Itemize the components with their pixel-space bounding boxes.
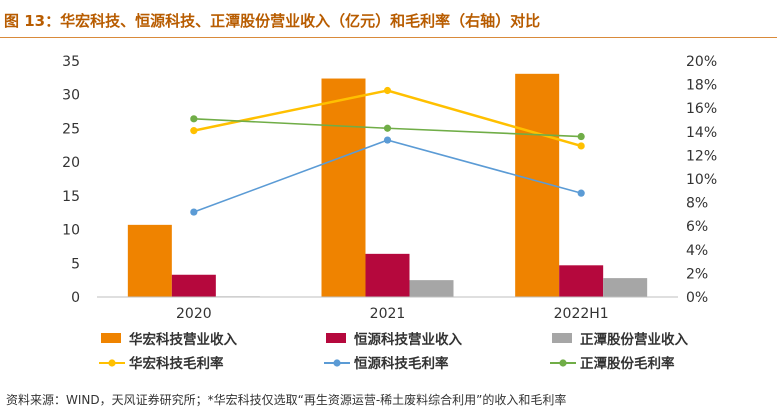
bar-hengyuan-revenue-2021: [365, 253, 410, 297]
bar-hengyuan-revenue-2022h1: [559, 265, 604, 297]
right-axis-tick-label: 12%: [686, 148, 717, 164]
point-hengyuan-margin-2022h1: [577, 189, 585, 197]
x-axis-tick-label: 2020: [176, 306, 212, 322]
left-axis-tick-label: 25: [62, 121, 80, 137]
point-zhengtan-margin-2020: [190, 115, 198, 123]
legend-marker-huahong-margin: [108, 359, 116, 367]
figure-title: 图 13：华宏科技、恒源科技、正潭股份营业收入（亿元）和毛利率（右轴）对比: [4, 12, 541, 30]
legend-label-zhengtan-margin: 正潭股份毛利率: [580, 355, 675, 372]
point-huahong-margin-2022h1: [577, 142, 585, 150]
legend-label-hengyuan-revenue: 恒源科技营业收入: [354, 331, 462, 348]
left-axis-tick-label: 15: [62, 189, 80, 205]
right-axis-tick-label: 10%: [686, 172, 717, 188]
right-axis-tick-label: 0%: [686, 290, 708, 306]
right-axis-tick-label: 2%: [686, 266, 708, 282]
bar-huahong-revenue-2021: [321, 78, 366, 297]
x-axis-tick-label: 2022H1: [554, 306, 609, 322]
legend-marker-zhengtan-margin: [559, 359, 567, 367]
point-zhengtan-margin-2022h1: [577, 132, 585, 141]
right-axis-tick-label: 18%: [686, 78, 717, 94]
left-axis-tick-label: 35: [62, 54, 80, 70]
right-axis-tick-label: 16%: [686, 101, 717, 117]
legend-label-huahong-revenue: 华宏科技营业收入: [129, 331, 237, 348]
left-axis-tick-label: 30: [62, 88, 80, 104]
legend-swatch-zhengtan-revenue: [552, 333, 572, 343]
legend-label-zhengtan-revenue: 正潭股份营业收入: [580, 331, 688, 348]
title-divider: [0, 37, 777, 38]
right-axis-tick-label: 14%: [686, 125, 717, 141]
legend-swatch-huahong-revenue: [101, 333, 121, 343]
right-axis-tick-label: 4%: [686, 243, 708, 259]
point-hengyuan-margin-2020: [190, 208, 198, 216]
left-axis-tick-label: 5: [71, 256, 80, 272]
bar-zhengtan-revenue-2022h1: [603, 278, 648, 297]
x-axis-tick-label: 2021: [370, 306, 406, 322]
legend-swatch-hengyuan-revenue: [326, 333, 346, 343]
bar-huahong-revenue-2020: [127, 224, 172, 297]
left-axis-tick-label: 20: [62, 155, 80, 171]
point-zhengtan-margin-2021: [383, 124, 392, 132]
figure-source: 资料来源：WIND，天风证券研究所；*华宏科技仅选取“再生资源运营-稀土废料综合…: [6, 393, 567, 407]
legend-label-hengyuan-margin: 恒源科技毛利率: [354, 355, 449, 372]
right-axis-tick-label: 6%: [686, 219, 708, 235]
figure-header: 图 13：华宏科技、恒源科技、正潭股份营业收入（亿元）和毛利率（右轴）对比: [0, 0, 777, 38]
legend-label-huahong-margin: 华宏科技毛利率: [129, 355, 224, 372]
point-huahong-margin-2021: [383, 86, 392, 95]
right-axis-tick-label: 8%: [686, 196, 708, 212]
legend-marker-hengyuan-margin: [333, 359, 341, 367]
bar-hengyuan-revenue-2020: [171, 274, 216, 297]
point-hengyuan-margin-2021: [383, 136, 392, 144]
bar-zhengtan-revenue-2021: [409, 280, 454, 297]
right-axis-tick-label: 20%: [686, 54, 717, 70]
left-axis-tick-label: 0: [71, 290, 80, 306]
left-axis-tick-label: 10: [62, 223, 80, 239]
point-huahong-margin-2020: [190, 127, 198, 135]
